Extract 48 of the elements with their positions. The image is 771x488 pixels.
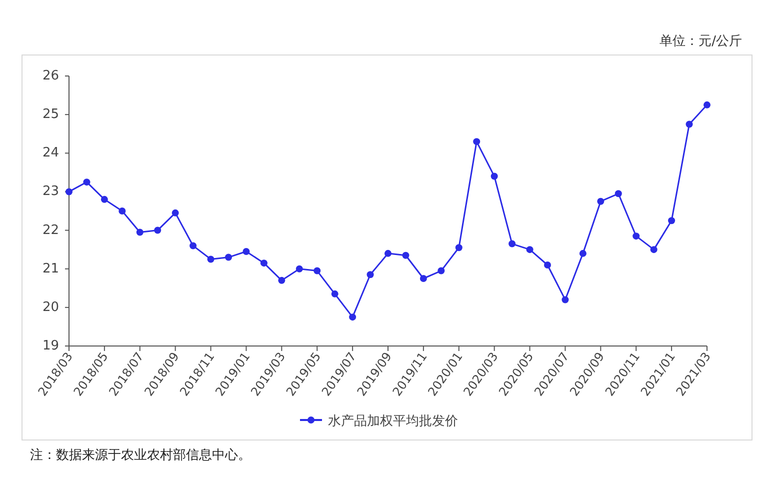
point (207, 256, 214, 263)
point (172, 209, 179, 216)
point (314, 267, 321, 274)
point (420, 275, 427, 282)
point (136, 228, 144, 236)
point (260, 260, 268, 267)
point (100, 196, 108, 203)
point (242, 248, 250, 255)
point (83, 178, 90, 186)
point (331, 290, 338, 298)
point (118, 208, 126, 214)
point (366, 271, 374, 278)
y-tick-label: 24 (42, 146, 59, 161)
point (704, 101, 710, 108)
point (632, 232, 640, 240)
point (66, 188, 72, 196)
point (384, 250, 392, 257)
point (455, 244, 462, 252)
point (278, 276, 286, 284)
point (686, 120, 693, 128)
legend-label: 水产品加权平均批发价 (328, 414, 458, 429)
point (562, 296, 569, 304)
point (154, 226, 162, 234)
point (402, 252, 410, 259)
point (526, 246, 534, 254)
y-tick-label: 20 (42, 300, 59, 315)
point (544, 262, 551, 268)
y-tick-label: 22 (42, 222, 59, 238)
point (190, 242, 197, 250)
y-tick-label: 23 (42, 184, 59, 200)
y-tick-label: 19 (42, 338, 59, 354)
point (668, 217, 676, 224)
point (225, 254, 232, 261)
point (579, 250, 586, 257)
point (473, 138, 480, 146)
text: 注：数据来源于农业农村部信息中心。 (30, 447, 251, 463)
text: 单位：元/公斤 (660, 34, 742, 49)
point (349, 314, 356, 321)
y-tick-label: 26 (42, 68, 59, 84)
point (597, 198, 604, 205)
point (650, 246, 658, 254)
y-tick-label: 25 (42, 107, 59, 122)
y-tick-label: 21 (42, 261, 59, 276)
point (614, 190, 622, 198)
point (490, 172, 498, 180)
point (296, 265, 303, 272)
point (438, 267, 445, 274)
point (508, 240, 516, 248)
